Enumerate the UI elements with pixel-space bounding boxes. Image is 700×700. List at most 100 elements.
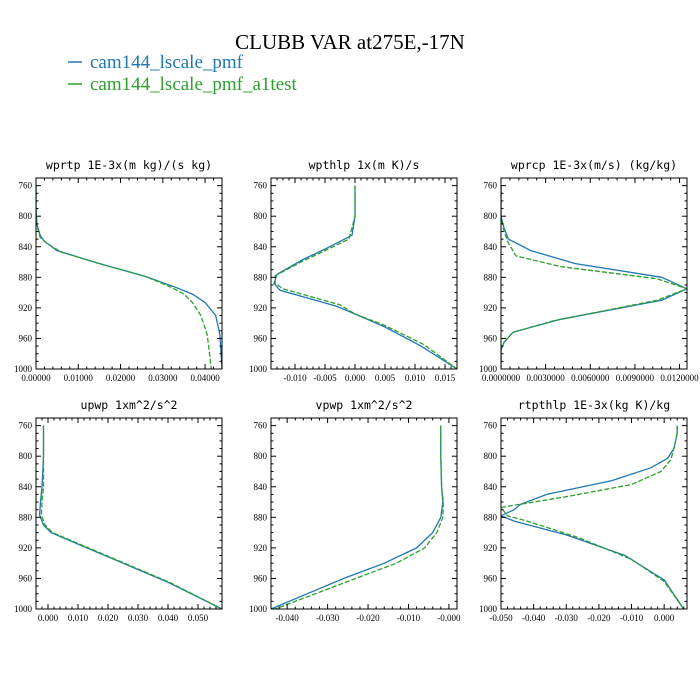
y-tick-label: 1000 [249,364,268,374]
y-tick-label: 920 [484,303,498,313]
series-line-2 [501,185,687,369]
y-tick-label: 840 [484,482,498,492]
x-tick-label: 0.010 [405,373,426,383]
x-tick-label: 0.010 [68,613,89,623]
y-tick-label: 840 [484,242,498,252]
series-line-2 [501,425,685,609]
x-tick-label: -0.005 [313,373,337,383]
panel-title: rtpthlp 1E-3x(kg K)/kg [518,398,670,412]
panels: wprtp 1E-3x(m kg)/(s kg) 760 800 840 880 920 9… [14,158,699,623]
y-tick-label: 800 [19,211,33,221]
plot-frame [35,417,223,610]
series-line-1 [271,425,444,609]
y-tick-label: 920 [19,303,33,313]
x-tick-label: 0.050 [188,613,209,623]
plot-frame [270,177,458,370]
panel-title: upwp 1xm^2/s^2 [81,398,178,412]
series-line-1 [273,185,457,369]
y-tick-label: 800 [484,451,498,461]
x-tick-label: 0.0090000 [616,373,655,383]
y-tick-label: 920 [19,543,33,553]
x-tick-label: -0.040 [276,613,300,623]
y-tick-label: 800 [19,451,33,461]
y-tick-label: 960 [19,573,33,583]
panel-title: wpthlp 1x(m K)/s [309,158,420,172]
y-tick-label: 960 [484,573,498,583]
panel-6: rtpthlp 1E-3x(kg K)/kg 760 800 840 880 920 960… [479,398,688,623]
y-tick-label: 880 [254,272,268,282]
y-tick-label: 960 [254,573,268,583]
x-tick-label: -0.010 [620,613,644,623]
x-tick-label: 0.030 [128,613,149,623]
x-tick-label: -0.000 [437,613,461,623]
legend: cam144_lscale_pmf cam144_lscale_pmf_a1te… [68,52,298,95]
x-tick-label: 0.000 [345,373,366,383]
panel-3: wprcp 1E-3x(m/s) (kg/kg) 760 800 840 880 920 9… [479,158,699,383]
y-tick-label: 1000 [14,364,33,374]
x-tick-label: 0.0030000 [527,373,566,383]
y-tick-label: 840 [254,482,268,492]
panel-title: wprcp 1E-3x(m/s) (kg/kg) [511,158,677,172]
series-line-1 [501,185,687,369]
x-tick-label: 0.01000 [64,373,94,383]
x-tick-label: 0.005 [375,373,396,383]
x-tick-label: -0.050 [489,613,513,623]
y-tick-label: 840 [19,482,33,492]
y-tick-label: 1000 [479,604,498,614]
x-tick-label: -0.030 [316,613,340,623]
legend-label-1: cam144_lscale_pmf [90,52,244,73]
x-tick-label: 0.02000 [106,373,136,383]
y-tick-label: 840 [254,242,268,252]
panel-title: vpwp 1xm^2/s^2 [316,398,413,412]
plot-frame [500,417,688,610]
y-tick-label: 920 [254,543,268,553]
y-tick-label: 760 [484,421,498,431]
x-tick-label: 0.0000000 [482,373,521,383]
y-tick-label: 1000 [479,364,498,374]
plot-frame [35,177,223,370]
y-tick-label: 960 [254,333,268,343]
panel-2: wpthlp 1x(m K)/s 760 800 840 880 920 960 1000 -0… [249,158,458,383]
plot-frame [270,417,458,610]
x-tick-label: -0.030 [555,613,579,623]
x-tick-label: -0.010 [397,613,421,623]
panel-5: vpwp 1xm^2/s^2 760 800 840 880 920 960 1000 -0.0… [249,398,461,623]
y-tick-label: 880 [484,512,498,522]
y-tick-label: 880 [19,272,33,282]
x-tick-label: -0.010 [283,373,307,383]
series-line-2 [274,185,457,369]
y-tick-label: 800 [254,211,268,221]
y-tick-label: 920 [484,543,498,553]
y-tick-label: 760 [484,181,498,191]
series-line-1 [501,425,685,609]
y-tick-label: 960 [484,333,498,343]
x-tick-label: 0.000 [38,613,59,623]
figure-title: CLUBB VAR at275E,-17N [235,30,465,54]
x-tick-label: 0.000 [654,613,675,623]
x-tick-label: 0.0120000 [660,373,699,383]
y-tick-label: 760 [19,181,33,191]
y-tick-label: 880 [19,512,33,522]
x-tick-label: -0.020 [356,613,380,623]
plot-frame [500,177,688,370]
series-line-2 [36,185,213,369]
x-tick-label: -0.040 [522,613,546,623]
y-tick-label: 760 [254,421,268,431]
y-tick-label: 960 [19,333,33,343]
y-tick-label: 800 [484,211,498,221]
series-line-1 [38,425,222,609]
y-tick-label: 1000 [249,604,268,614]
x-tick-label: 0.04000 [190,373,220,383]
x-tick-label: 0.00000 [21,373,51,383]
panel-1: wprtp 1E-3x(m kg)/(s kg) 760 800 840 880 920 9… [14,158,223,383]
y-tick-label: 920 [254,303,268,313]
y-tick-label: 880 [484,272,498,282]
y-tick-label: 800 [254,451,268,461]
x-tick-label: 0.0060000 [571,373,610,383]
x-tick-label: -0.020 [587,613,611,623]
y-tick-label: 760 [254,181,268,191]
x-tick-label: 0.040 [158,613,179,623]
y-tick-label: 880 [254,512,268,522]
y-tick-label: 840 [19,242,33,252]
